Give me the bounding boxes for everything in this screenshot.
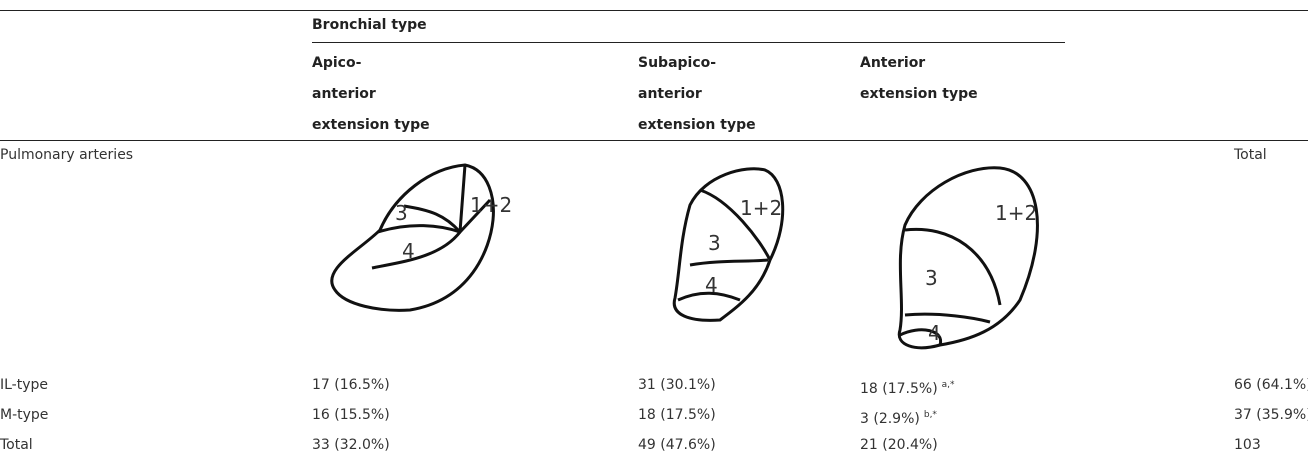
table-page: Bronchial type Pulmonary arteries Total … xyxy=(0,0,1308,471)
cell: 18 (17.5%) xyxy=(638,406,716,424)
column-header: anterior xyxy=(312,85,376,103)
row-label: M-type xyxy=(0,406,48,424)
footnote-mark: a,* xyxy=(942,380,955,390)
diagram-label: 1+2 xyxy=(995,201,1037,225)
cell: 66 (64.1%) xyxy=(1234,376,1308,394)
diagram-label: 4 xyxy=(928,321,941,345)
column-header: anterior xyxy=(638,85,702,103)
diagram xyxy=(899,168,1037,348)
cell: 16 (15.5%) xyxy=(312,406,390,424)
column-header: Subapico- xyxy=(638,54,716,72)
column-header: Apico- xyxy=(312,54,361,72)
row-label: IL-type xyxy=(0,376,48,394)
footnote-mark: b,* xyxy=(924,410,937,420)
diagram-label: 1+2 xyxy=(740,196,782,220)
diagram-label: 4 xyxy=(402,239,415,263)
cell: 17 (16.5%) xyxy=(312,376,390,394)
cell: 21 (20.4%) xyxy=(860,436,938,454)
row-label: Total xyxy=(0,436,33,454)
diagram-label: 1+2 xyxy=(470,193,512,217)
column-header: extension type xyxy=(638,116,756,134)
cell-text: 3 (2.9%) xyxy=(860,411,920,427)
diagram-label: 4 xyxy=(705,273,718,297)
cell: 33 (32.0%) xyxy=(312,436,390,454)
cell: 37 (35.9%) xyxy=(1234,406,1308,424)
diagram xyxy=(674,169,782,321)
column-header: extension type xyxy=(860,85,978,103)
cell: 31 (30.1%) xyxy=(638,376,716,394)
diagram-label: 3 xyxy=(395,201,408,225)
cell: 49 (47.6%) xyxy=(638,436,716,454)
cell: 3 (2.9%) b,* xyxy=(860,406,937,428)
diagram xyxy=(332,165,494,310)
diagram-label: 3 xyxy=(925,266,938,290)
cell: 103 xyxy=(1234,436,1261,454)
cell-text: 18 (17.5%) xyxy=(860,381,938,397)
diagram-label: 3 xyxy=(708,231,721,255)
cell: 18 (17.5%) a,* xyxy=(860,376,955,398)
column-header: extension type xyxy=(312,116,430,134)
column-header: Anterior xyxy=(860,54,925,72)
